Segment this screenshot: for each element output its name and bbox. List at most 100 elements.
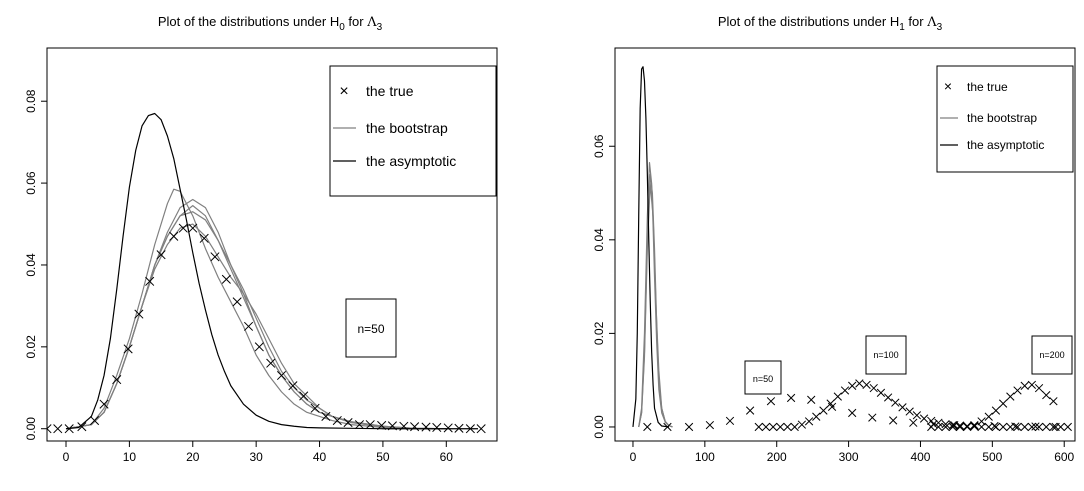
chart-right-title-mid: for — [905, 14, 927, 29]
chart-right: Plot of the distributions under H1 for Λ… — [592, 14, 1076, 464]
true-point — [725, 416, 735, 426]
chart-left-annotation-label: n=50 — [357, 322, 384, 336]
chart-right-annotation-n100: n=100 — [865, 335, 907, 375]
chart-left-legend: × the true the bootstrap the asymptotic — [329, 65, 497, 197]
true-point — [1027, 380, 1037, 390]
true-point — [99, 399, 109, 409]
true-point — [848, 408, 857, 418]
chart-right-y-axis: 0.00 0.02 0.04 0.06 — [592, 134, 615, 439]
true-point — [912, 411, 922, 420]
true-point — [465, 424, 475, 434]
chart-left-title-sym: Λ — [366, 15, 377, 30]
true-point — [807, 395, 816, 404]
true-point — [955, 421, 965, 430]
true-point — [421, 422, 431, 432]
true-point — [826, 399, 835, 408]
true-point — [210, 252, 220, 262]
true-point — [365, 420, 375, 430]
x-tick-label: 0 — [63, 450, 70, 464]
true-point — [766, 397, 776, 406]
chart-right-title: Plot of the distributions under H1 for Λ… — [718, 14, 943, 33]
x-tick-label: 60 — [440, 450, 454, 464]
x-tick-label: 600 — [1054, 450, 1074, 464]
true-point — [948, 422, 957, 432]
chart-right-annotation-n200-label: n=200 — [1039, 350, 1064, 360]
true-point — [354, 420, 365, 430]
true-point — [321, 411, 331, 421]
chart-right-annotation-n50-box — [744, 360, 782, 395]
true-point — [991, 422, 1001, 432]
true-point — [955, 422, 965, 432]
true-point — [1027, 422, 1037, 432]
chart-left-legend-true: the true — [366, 83, 414, 99]
chart-left-title-mid: for — [345, 14, 367, 29]
true-point — [1042, 422, 1051, 432]
true-point — [443, 423, 453, 433]
true-point — [998, 422, 1008, 432]
true-point — [643, 422, 652, 432]
chart-left-true-points — [47, 223, 486, 434]
true-point — [410, 422, 420, 432]
true-point — [399, 421, 409, 431]
chart-right-annotation-n200: n=200 — [1031, 335, 1073, 375]
chart-left: Plot of the distributions under H0 for Λ… — [24, 14, 498, 464]
true-point — [833, 392, 842, 401]
chart-right-legend-box — [936, 65, 1074, 173]
x-tick-label: 0 — [630, 450, 637, 464]
true-point — [1020, 422, 1029, 432]
true-point — [188, 223, 198, 233]
true-point — [377, 420, 387, 430]
chart-right-title-sym-sub: 3 — [937, 22, 943, 33]
true-point — [476, 424, 486, 434]
bootstrap-curve — [638, 183, 673, 428]
true-point — [266, 358, 276, 368]
true-point — [927, 422, 936, 432]
true-point — [797, 420, 807, 429]
chart-left-title-sub: 0 — [339, 22, 345, 33]
chart-left-annotation-box — [345, 298, 397, 358]
y-tick-label: 0.08 — [24, 89, 38, 113]
true-point — [745, 406, 755, 415]
chart-right-series — [632, 66, 673, 428]
chart-right-annotation-n200-box — [1031, 335, 1073, 375]
chart-left-legend-asymptotic: the asymptotic — [366, 153, 456, 169]
x-tick-label: 400 — [910, 450, 930, 464]
true-point — [332, 415, 342, 426]
true-point — [934, 422, 943, 432]
true-point — [1063, 422, 1072, 432]
true-point — [898, 403, 907, 412]
asymptotic-curve — [632, 66, 669, 428]
x-tick-label: 10 — [123, 450, 137, 464]
true-point — [169, 231, 179, 241]
true-point — [790, 422, 799, 432]
true-point — [310, 403, 320, 413]
true-point — [876, 388, 886, 397]
true-point — [855, 379, 864, 388]
y-tick-label: 0.00 — [24, 417, 38, 441]
true-point — [178, 223, 188, 233]
true-point — [1042, 390, 1051, 400]
true-point — [454, 423, 464, 433]
bootstrap-curve — [65, 223, 447, 430]
true-point — [941, 420, 950, 429]
x-tick-label: 200 — [767, 450, 787, 464]
true-point — [905, 407, 914, 416]
true-point — [991, 406, 1001, 415]
chart-right-title-sub: 1 — [899, 22, 905, 33]
true-point — [889, 416, 898, 425]
true-point — [1020, 381, 1029, 390]
chart-right-legend: × the true the bootstrap the asymptotic — [936, 65, 1074, 173]
x-tick-label: 100 — [695, 450, 715, 464]
true-point — [868, 413, 877, 422]
true-point — [145, 276, 155, 286]
true-point — [783, 422, 792, 432]
chart-right-legend-asymptotic: the asymptotic — [967, 138, 1044, 152]
true-point — [1034, 422, 1044, 432]
true-point — [984, 422, 993, 432]
true-point — [123, 344, 133, 354]
true-point — [1006, 422, 1015, 432]
true-point — [754, 422, 763, 432]
chart-right-legend-bootstrap: the bootstrap — [967, 111, 1037, 125]
true-point — [891, 398, 900, 407]
true-point — [343, 418, 353, 428]
